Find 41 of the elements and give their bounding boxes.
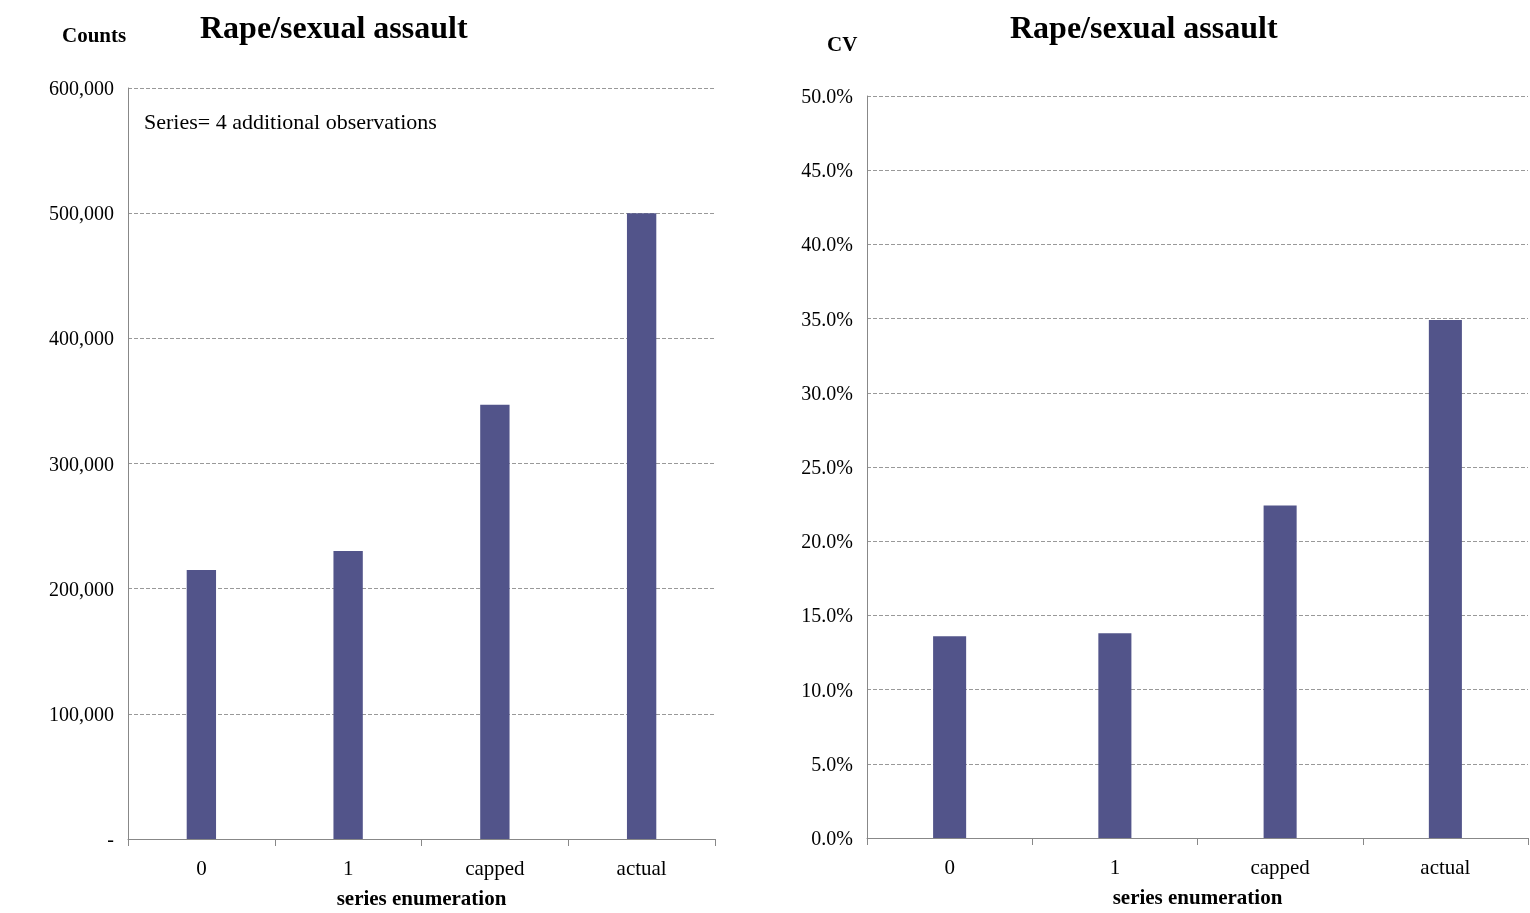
- x-tick-label: 0: [944, 854, 955, 879]
- bar: [1098, 633, 1132, 838]
- y-tick-label: 40.0%: [801, 233, 853, 256]
- y-tick-label: 500,000: [49, 202, 114, 225]
- x-axis-title: series enumeration: [1112, 884, 1283, 909]
- y-axis-title: Counts: [62, 22, 127, 47]
- y-tick-label: 5.0%: [811, 752, 853, 775]
- y-tick-label: 50.0%: [801, 85, 853, 107]
- y-tick-label: 15.0%: [801, 604, 853, 627]
- x-tick-label: actual: [1420, 854, 1471, 879]
- x-tick-label: capped: [465, 855, 526, 880]
- bar: [480, 404, 510, 839]
- y-tick-label: 25.0%: [801, 456, 853, 478]
- y-tick-label: -: [107, 828, 114, 850]
- annotation: Series= 4 additional observations: [144, 108, 437, 134]
- y-tick-label: 600,000: [49, 77, 114, 99]
- x-tick-label: capped: [1250, 854, 1311, 879]
- y-tick-label: 10.0%: [801, 678, 853, 701]
- bar: [186, 569, 217, 839]
- x-tick-label: 1: [1109, 854, 1121, 879]
- y-tick-label: 30.0%: [801, 381, 853, 404]
- bar: [626, 213, 657, 839]
- y-axis-title: CV: [827, 31, 858, 56]
- x-tick-label: 0: [196, 855, 207, 880]
- y-tick-label: 35.0%: [801, 307, 853, 330]
- bar: [1263, 505, 1297, 838]
- y-tick-label: 100,000: [49, 702, 114, 725]
- bar: [933, 636, 967, 838]
- y-tick-label: 0.0%: [811, 827, 853, 849]
- x-tick-label: actual: [616, 855, 667, 880]
- y-tick-label: 45.0%: [801, 159, 853, 182]
- bar: [1428, 320, 1462, 838]
- y-tick-label: 400,000: [49, 327, 114, 350]
- chart-title: Rape/sexual assault: [1010, 9, 1278, 45]
- x-axis-title: series enumeration: [336, 885, 507, 910]
- x-tick-label: 1: [342, 855, 354, 880]
- chart-title: Rape/sexual assault: [200, 9, 468, 45]
- y-tick-label: 200,000: [49, 577, 114, 600]
- y-tick-label: 300,000: [49, 452, 114, 475]
- y-tick-label: 20.0%: [801, 530, 853, 553]
- bar: [333, 551, 363, 839]
